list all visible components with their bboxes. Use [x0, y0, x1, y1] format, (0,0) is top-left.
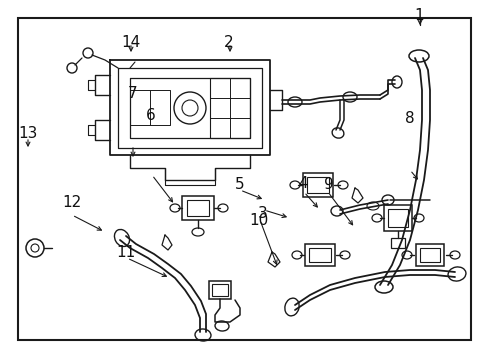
Bar [383, 205, 411, 231]
Text: 11: 11 [116, 245, 136, 260]
Bar [415, 244, 443, 266]
Text: 14: 14 [121, 35, 141, 50]
Bar [308, 248, 330, 262]
Text: 9: 9 [323, 177, 333, 192]
Text: 13: 13 [19, 126, 38, 141]
Text: 2: 2 [224, 35, 233, 50]
Text: 10: 10 [249, 213, 268, 228]
Bar [419, 248, 439, 262]
Bar [208, 281, 230, 299]
Text: 1: 1 [414, 8, 424, 23]
Bar [387, 209, 407, 227]
Text: 4: 4 [298, 176, 307, 191]
Text: 7: 7 [128, 86, 138, 101]
Bar [303, 173, 332, 197]
Bar [212, 284, 227, 296]
Bar [182, 196, 214, 220]
Bar [390, 238, 404, 248]
Bar [186, 200, 208, 216]
Text: 8: 8 [404, 111, 414, 126]
Text: 5: 5 [234, 177, 244, 192]
Text: 12: 12 [62, 195, 82, 210]
Bar [306, 177, 328, 193]
Text: 6: 6 [145, 108, 155, 123]
Bar [305, 244, 334, 266]
Bar [18, 18, 470, 340]
Text: 3: 3 [258, 206, 267, 221]
